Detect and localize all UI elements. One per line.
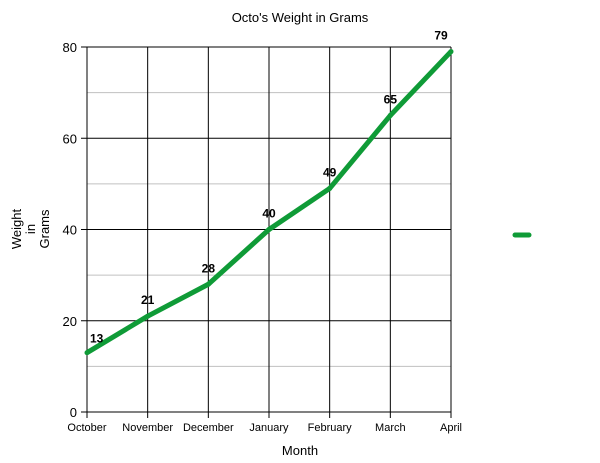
chart-title: Octo's Weight in Grams <box>232 10 369 25</box>
data-point <box>205 281 211 287</box>
data-label: 40 <box>262 207 276 221</box>
y-tick-label: 80 <box>63 40 77 55</box>
data-label: 49 <box>323 165 337 179</box>
y-axis-ticks: 0 20 40 60 80 <box>63 40 77 420</box>
data-point <box>145 313 151 319</box>
data-label: 28 <box>202 261 216 275</box>
data-point <box>387 112 393 118</box>
x-tick-label: April <box>440 422 462 434</box>
y-axis-title-line: Grams <box>37 209 52 249</box>
data-point <box>266 227 272 232</box>
data-point <box>327 185 333 191</box>
y-axis-title: Weight in Grams <box>9 209 52 250</box>
x-tick-label: January <box>249 422 289 434</box>
y-tick-label: 40 <box>63 223 77 238</box>
x-axis-title: Month <box>282 443 318 458</box>
x-tick-label: October <box>67 422 106 434</box>
x-tick-label: February <box>308 422 353 434</box>
y-axis-title-line: Weight <box>9 209 24 250</box>
data-label: 79 <box>434 29 448 43</box>
data-label: 21 <box>141 293 155 307</box>
data-label: 13 <box>90 332 104 346</box>
x-tick-label: December <box>183 422 234 434</box>
x-axis-ticks: October November December January February Ma… <box>67 422 462 434</box>
x-tick-label: March <box>375 422 406 434</box>
series-layer <box>84 49 454 356</box>
y-axis-title-line: in <box>23 224 38 234</box>
data-label: 65 <box>384 92 398 106</box>
y-tick-label: 20 <box>63 314 77 329</box>
x-tick-label: November <box>122 422 173 434</box>
data-point <box>84 350 90 356</box>
y-tick-label: 60 <box>63 131 77 146</box>
y-tick-label: 0 <box>70 405 77 420</box>
data-labels: 13 21 28 40 49 65 79 <box>90 29 448 346</box>
data-point <box>448 49 454 55</box>
